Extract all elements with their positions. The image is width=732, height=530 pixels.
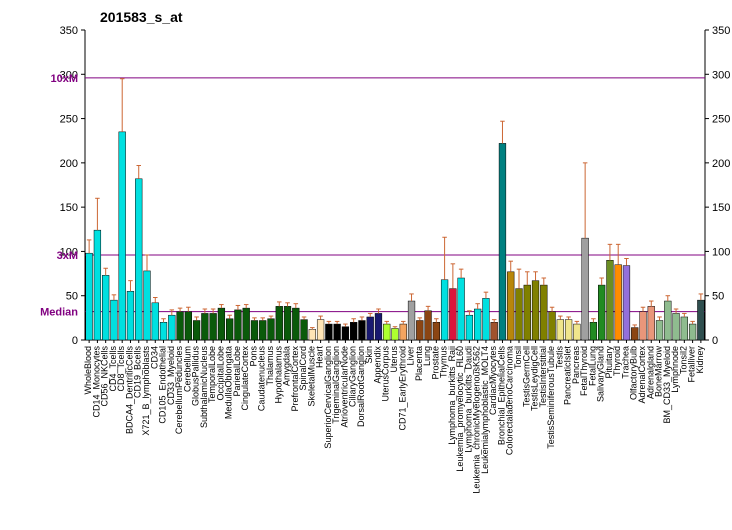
ytick-label: 250 [712,114,730,126]
bar [111,300,118,340]
bar [607,260,614,340]
bar [367,317,374,340]
ytick-label: 350 [60,25,78,37]
bar [631,328,638,340]
bar [540,285,547,340]
bar [565,320,572,340]
ytick-label: 150 [60,202,78,214]
bar [507,272,514,340]
bar [325,324,332,340]
bar [516,289,523,340]
bar [359,321,366,340]
bar [317,320,324,340]
bar [309,329,316,340]
ytick-label: 100 [712,246,730,258]
ytick-label: 0 [712,335,718,347]
bar [458,278,465,340]
bar [400,324,407,340]
bar [284,306,291,340]
bar [408,301,415,340]
bar [557,320,564,340]
bar [177,312,184,340]
bar [681,317,688,340]
bar [201,313,208,340]
bar [392,328,399,340]
bar [235,310,242,340]
bar [268,319,275,340]
bar [499,143,506,340]
ytick-label: 50 [66,291,78,303]
bar [259,321,266,340]
bar [483,298,490,340]
bar [425,311,432,340]
bar [243,308,250,340]
bar [226,319,233,340]
bar [615,265,622,340]
bar [342,327,349,340]
chart-title: 201583_s_at [100,9,183,25]
ytick-label: 350 [712,25,730,37]
bar [94,230,101,340]
bar [251,321,258,340]
bar [491,322,498,340]
bar [441,280,448,340]
bar [193,321,200,340]
bar [102,275,109,340]
bar [86,253,93,340]
bar [152,303,159,340]
bar [334,324,341,340]
bar [276,306,283,340]
bar [474,309,481,340]
bar [383,324,390,340]
bar [466,315,473,340]
bar [292,308,299,340]
reference-label: 10xM [50,73,78,85]
bar [210,313,217,340]
bar [168,315,175,340]
bar [697,300,704,340]
bar [524,285,531,340]
ytick-label: 50 [712,291,724,303]
bar [573,324,580,340]
bar [623,266,630,340]
bar [598,285,605,340]
bar [449,289,456,340]
bar [350,322,357,340]
bar [375,313,382,340]
ytick-label: 300 [712,69,730,81]
chart-container: { "title": "201583_s_at", "title_fontsiz… [0,0,732,530]
reference-label: 3xM [57,250,78,262]
bar [582,238,589,340]
bar-chart: 201583_s_at00505010010015015020020025025… [0,0,732,530]
bar [119,132,126,340]
bar [648,306,655,340]
bar [590,322,597,340]
bar [673,313,680,340]
bar [185,312,192,340]
reference-label: Median [40,307,78,319]
bar [301,320,308,340]
bar [689,324,696,340]
ytick-label: 150 [712,202,730,214]
ytick-label: 200 [712,158,730,170]
bar [532,281,539,340]
x-label: Kidney [695,346,705,374]
ytick-label: 250 [60,114,78,126]
ytick-label: 0 [72,335,78,347]
ytick-label: 200 [60,158,78,170]
bar [640,312,647,340]
bar [549,312,556,340]
bar [218,308,225,340]
bar [135,179,142,340]
bar [127,291,134,340]
bar [664,301,671,340]
bar [144,271,151,340]
bar [656,321,663,340]
bar [160,322,167,340]
bar [433,322,440,340]
bar [416,321,423,340]
